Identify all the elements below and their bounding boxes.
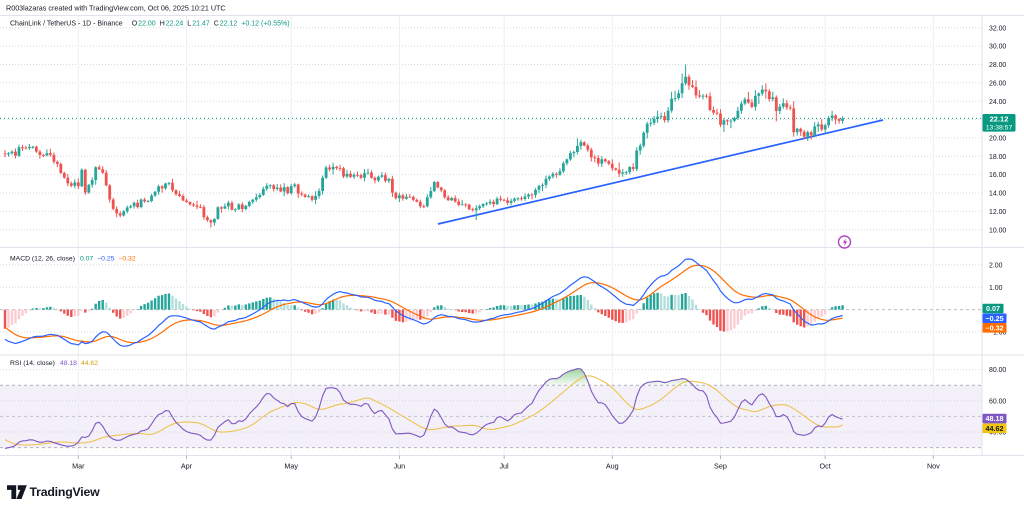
svg-text:−0.25: −0.25 <box>985 314 1003 323</box>
svg-text:44.62: 44.62 <box>986 424 1004 433</box>
svg-text:13:38:57: 13:38:57 <box>986 125 1013 132</box>
svg-text:2.00: 2.00 <box>989 262 1003 269</box>
svg-text:Sep: Sep <box>714 462 727 471</box>
svg-text:22.12: 22.12 <box>990 114 1009 123</box>
svg-text:Nov: Nov <box>927 462 940 471</box>
svg-text:80.00: 80.00 <box>989 367 1006 374</box>
svg-text:Apr: Apr <box>181 462 193 471</box>
svg-text:14.00: 14.00 <box>989 191 1006 198</box>
svg-text:0.07: 0.07 <box>986 304 1000 313</box>
svg-text:24.00: 24.00 <box>989 99 1006 106</box>
svg-text:Aug: Aug <box>606 462 619 471</box>
svg-text:10.00: 10.00 <box>989 227 1006 234</box>
svg-text:60.00: 60.00 <box>989 398 1006 405</box>
svg-text:Mar: Mar <box>72 462 85 471</box>
svg-text:R003lazaras created with Tradi: R003lazaras created with TradingView.com… <box>6 4 226 13</box>
svg-text:−0.32: −0.32 <box>985 323 1003 332</box>
svg-text:16.00: 16.00 <box>989 172 1006 179</box>
svg-text:Jul: Jul <box>499 462 509 471</box>
svg-text:Oct: Oct <box>820 462 831 471</box>
svg-text:Jun: Jun <box>394 462 406 471</box>
svg-text:−1.00: −1.00 <box>989 330 1007 337</box>
svg-text:32.00: 32.00 <box>989 25 1006 32</box>
svg-text:TradingView: TradingView <box>30 485 101 499</box>
svg-text:ChainLink / TetherUS - 1D - Bi: ChainLink / TetherUS - 1D - Binance O22.0… <box>10 21 290 28</box>
svg-text:18.00: 18.00 <box>989 154 1006 161</box>
svg-text:1.00: 1.00 <box>989 285 1003 292</box>
svg-text:26.00: 26.00 <box>989 80 1006 87</box>
svg-text:MACD (12, 26, close)0.07−0.25−: MACD (12, 26, close) 0.07 −0.25 −0.32 <box>10 256 136 263</box>
svg-text:20.00: 20.00 <box>989 136 1006 143</box>
svg-text:30.00: 30.00 <box>989 44 1006 51</box>
svg-text:28.00: 28.00 <box>989 62 1006 69</box>
svg-text:May: May <box>284 462 298 471</box>
svg-text:12.00: 12.00 <box>989 209 1006 216</box>
svg-text:48.18: 48.18 <box>986 414 1004 423</box>
